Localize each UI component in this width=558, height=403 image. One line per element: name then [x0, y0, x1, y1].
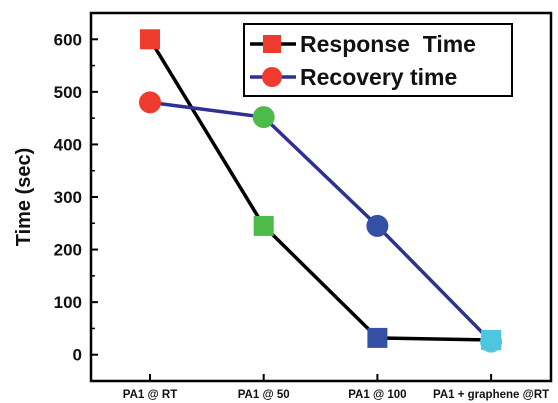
y-axis-ticks: 0 100 200 300 400 500 600 — [54, 30, 98, 365]
x-tick-label: PA1 @ 50 — [238, 389, 290, 401]
legend-marker-square — [263, 35, 281, 53]
legend-marker-circle — [262, 67, 282, 87]
x-tick-label: PA1 @ 100 — [348, 389, 406, 401]
data-point-square — [367, 327, 388, 348]
series-line-1 — [149, 100, 493, 343]
y-tick-label: 100 — [54, 293, 82, 312]
y-tick-label: 400 — [54, 135, 82, 154]
x-tick-label: PA1 + graphene @RT — [433, 389, 549, 401]
x-tick-label: PA1 @ RT — [123, 389, 177, 401]
legend-label: Response Time — [300, 31, 476, 57]
x-axis-ticks: PA1 @ RT PA1 @ 50 PA1 @ 100 PA1 + graphene … — [123, 374, 549, 401]
y-tick-label: 300 — [54, 188, 82, 207]
data-point-circle — [252, 106, 275, 129]
legend-label: Recovery time — [300, 64, 457, 90]
y-tick-label: 500 — [54, 83, 82, 102]
y-tick-label: 0 — [73, 346, 82, 365]
y-tick-label: 600 — [54, 30, 82, 49]
series-layer — [139, 29, 503, 353]
data-point-circle — [366, 214, 389, 237]
y-tick-label: 200 — [54, 241, 82, 260]
data-point-circle — [139, 91, 161, 114]
series-line-0 — [148, 38, 492, 342]
legend-box — [243, 23, 513, 97]
data-point-square — [253, 215, 274, 236]
legend: Response Time Recovery time — [243, 23, 513, 97]
y-axis-title: Time (sec) — [13, 148, 35, 247]
data-point-square — [140, 29, 160, 50]
data-point-circle — [480, 330, 503, 353]
